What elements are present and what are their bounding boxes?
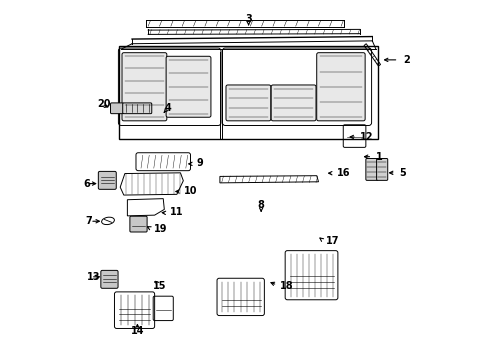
Text: 20: 20 — [97, 99, 111, 109]
FancyBboxPatch shape — [317, 53, 365, 121]
Text: 4: 4 — [165, 103, 172, 113]
Text: 8: 8 — [258, 200, 265, 210]
Text: 9: 9 — [196, 158, 203, 168]
FancyBboxPatch shape — [271, 85, 316, 121]
Text: 2: 2 — [403, 55, 410, 65]
FancyBboxPatch shape — [366, 158, 378, 180]
FancyBboxPatch shape — [226, 85, 271, 121]
Text: 15: 15 — [153, 281, 167, 291]
Text: 5: 5 — [399, 168, 406, 178]
FancyBboxPatch shape — [122, 53, 167, 121]
Text: 14: 14 — [131, 326, 144, 336]
Text: 6: 6 — [83, 179, 90, 189]
Text: 19: 19 — [153, 225, 167, 234]
Text: 7: 7 — [85, 216, 92, 226]
Text: 3: 3 — [245, 14, 252, 24]
Text: 13: 13 — [87, 272, 100, 282]
FancyBboxPatch shape — [111, 103, 123, 114]
Text: 10: 10 — [184, 186, 197, 196]
FancyBboxPatch shape — [130, 216, 147, 232]
Text: 1: 1 — [376, 152, 383, 162]
Text: 12: 12 — [360, 132, 373, 142]
Text: 11: 11 — [170, 207, 183, 217]
Text: 16: 16 — [337, 168, 350, 178]
Text: 17: 17 — [326, 236, 339, 246]
FancyBboxPatch shape — [98, 171, 116, 189]
FancyBboxPatch shape — [166, 56, 211, 117]
FancyBboxPatch shape — [377, 158, 388, 180]
FancyBboxPatch shape — [101, 270, 118, 288]
Text: 18: 18 — [280, 281, 294, 291]
FancyBboxPatch shape — [122, 103, 152, 114]
